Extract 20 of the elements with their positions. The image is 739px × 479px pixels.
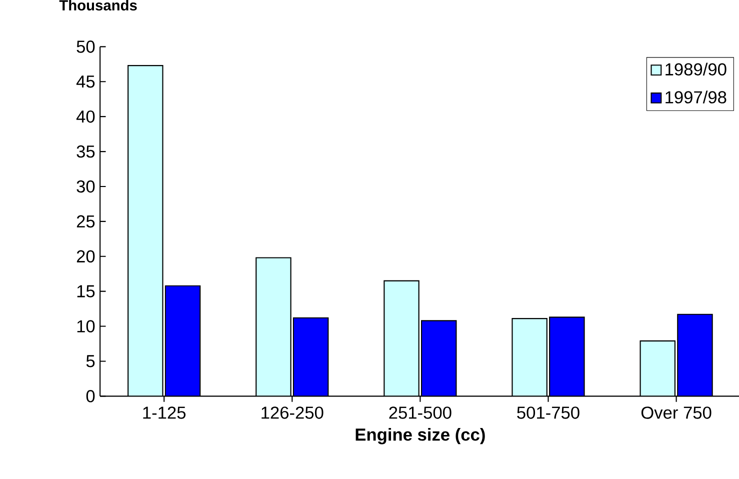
x-tick-label: Over 750 — [641, 406, 712, 419]
y-tick-label: 35 — [76, 145, 95, 158]
x-tick-label: 501-750 — [517, 406, 580, 419]
x-axis-title: Engine size (cc) — [356, 428, 485, 444]
y-tick-label: 20 — [76, 250, 95, 263]
y-tick-label: 30 — [76, 180, 95, 193]
x-tick-label: 251-500 — [389, 406, 452, 419]
y-tick-label: 25 — [76, 215, 95, 228]
y-tick-label: 5 — [86, 355, 95, 368]
legend-label: 1997/98 — [666, 90, 726, 104]
y-tick-label: 40 — [76, 110, 95, 123]
y-tick-label: 50 — [76, 40, 95, 53]
y-tick-label: 45 — [76, 76, 95, 88]
x-tick-label: 1-125 — [143, 406, 186, 419]
legend-label: 1989/90 — [666, 62, 726, 76]
y-tick-label: 0 — [86, 390, 95, 402]
x-tick-label: 126-250 — [262, 406, 324, 419]
y-tick-label: 15 — [77, 285, 95, 298]
y-tick-label: 10 — [77, 320, 95, 332]
y-axis-title: Thousands — [59, 0, 137, 11]
